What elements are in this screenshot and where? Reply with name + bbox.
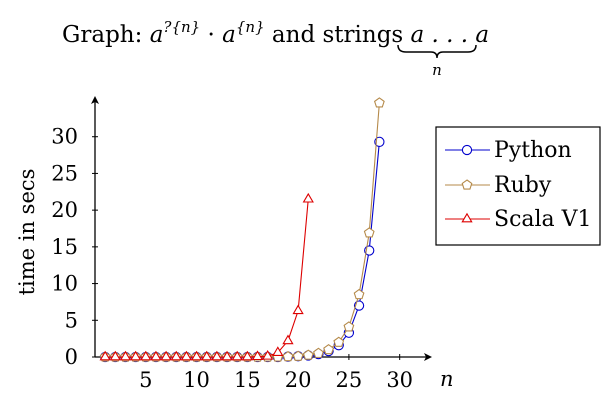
legend-marker xyxy=(461,179,473,190)
y-axis-label: time in secs xyxy=(15,169,39,296)
x-axis-arrow xyxy=(424,353,432,361)
data-point-scala-v1 xyxy=(140,350,152,361)
data-point-scala-v1 xyxy=(170,350,182,361)
data-point-scala-v1 xyxy=(160,350,172,361)
data-point-python xyxy=(374,136,385,148)
title-prefix: Graph: xyxy=(62,22,150,48)
data-point-scala-v1 xyxy=(190,350,203,361)
series-scala-v1 xyxy=(99,192,314,361)
y-tick-label: 25 xyxy=(51,161,78,185)
title-string: a . . . a xyxy=(411,22,490,48)
legend-label: Scala V1 xyxy=(494,207,592,232)
data-point-scala-v1 xyxy=(231,350,243,361)
legend-marker xyxy=(461,212,473,223)
data-point-scala-v1 xyxy=(109,350,121,361)
data-point-scala-v1 xyxy=(241,350,253,361)
title-brace-label: n xyxy=(432,61,442,79)
series-line-python xyxy=(105,141,380,358)
legend: Python Ruby Scala V1 xyxy=(435,126,601,246)
series-layer xyxy=(99,97,385,363)
data-point-ruby xyxy=(282,350,294,362)
data-point-ruby xyxy=(343,321,355,332)
legend-entry-python: Python xyxy=(445,138,572,163)
legend-label: Python xyxy=(494,138,572,163)
data-point-scala-v1 xyxy=(272,346,284,357)
legend-label: Ruby xyxy=(494,173,552,198)
data-point-scala-v1 xyxy=(282,334,294,345)
x-tick-label: 15 xyxy=(234,368,261,392)
data-point-scala-v1 xyxy=(221,350,233,361)
title-sup1: ?{n} xyxy=(163,18,200,36)
x-tick-label: 30 xyxy=(386,368,413,392)
title-a1: a xyxy=(150,22,164,48)
legend-entry-scala-v1: Scala V1 xyxy=(445,207,592,232)
x-tick-label: 25 xyxy=(336,368,363,392)
y-axis-arrow xyxy=(91,96,99,104)
data-point-scala-v1 xyxy=(251,350,264,361)
data-point-scala-v1 xyxy=(119,350,132,361)
y-tick-label: 15 xyxy=(51,235,78,259)
axes: 5 10 15 20 25 30 0 5 10 15 20 25 30 xyxy=(51,96,432,392)
title-dot: · xyxy=(200,22,222,48)
y-tick-label: 20 xyxy=(51,198,78,222)
title-mid: and strings xyxy=(265,22,411,48)
x-tick-label: 20 xyxy=(285,368,312,392)
data-point-scala-v1 xyxy=(211,350,223,361)
y-tick-label: 30 xyxy=(51,125,78,149)
x-tick-label: 5 xyxy=(139,368,152,392)
data-point-ruby xyxy=(313,347,324,358)
chart-title: Graph: a?{n} · a{n} and strings a . . . … xyxy=(62,18,489,48)
y-tick-label: 5 xyxy=(65,308,78,332)
data-point-scala-v1 xyxy=(262,349,274,360)
data-point-scala-v1 xyxy=(302,192,314,203)
data-point-ruby xyxy=(373,97,385,108)
data-point-scala-v1 xyxy=(129,350,142,361)
title-a2: a xyxy=(222,22,236,48)
legend-entry-ruby: Ruby xyxy=(445,173,552,198)
data-point-ruby xyxy=(323,343,334,355)
y-tick-label: 10 xyxy=(51,272,78,296)
title-sup2: {n} xyxy=(236,18,265,36)
y-tick-label: 0 xyxy=(65,345,78,369)
title-underbrace xyxy=(397,44,477,59)
data-point-ruby xyxy=(333,336,345,347)
data-point-ruby xyxy=(363,227,375,238)
series-line-scala-v1 xyxy=(105,199,309,358)
data-point-ruby xyxy=(353,288,365,300)
data-point-scala-v1 xyxy=(201,350,213,361)
data-point-scala-v1 xyxy=(292,304,304,315)
legend-marker xyxy=(461,144,473,156)
series-ruby xyxy=(99,97,385,362)
x-tick-label: 10 xyxy=(183,368,210,392)
series-python xyxy=(100,136,385,363)
data-point-ruby xyxy=(292,350,304,361)
data-point-scala-v1 xyxy=(99,350,111,361)
data-point-scala-v1 xyxy=(150,350,162,361)
x-axis-label: n xyxy=(440,367,454,391)
series-line-ruby xyxy=(105,102,380,358)
data-point-ruby xyxy=(302,349,314,360)
data-point-scala-v1 xyxy=(180,350,193,361)
